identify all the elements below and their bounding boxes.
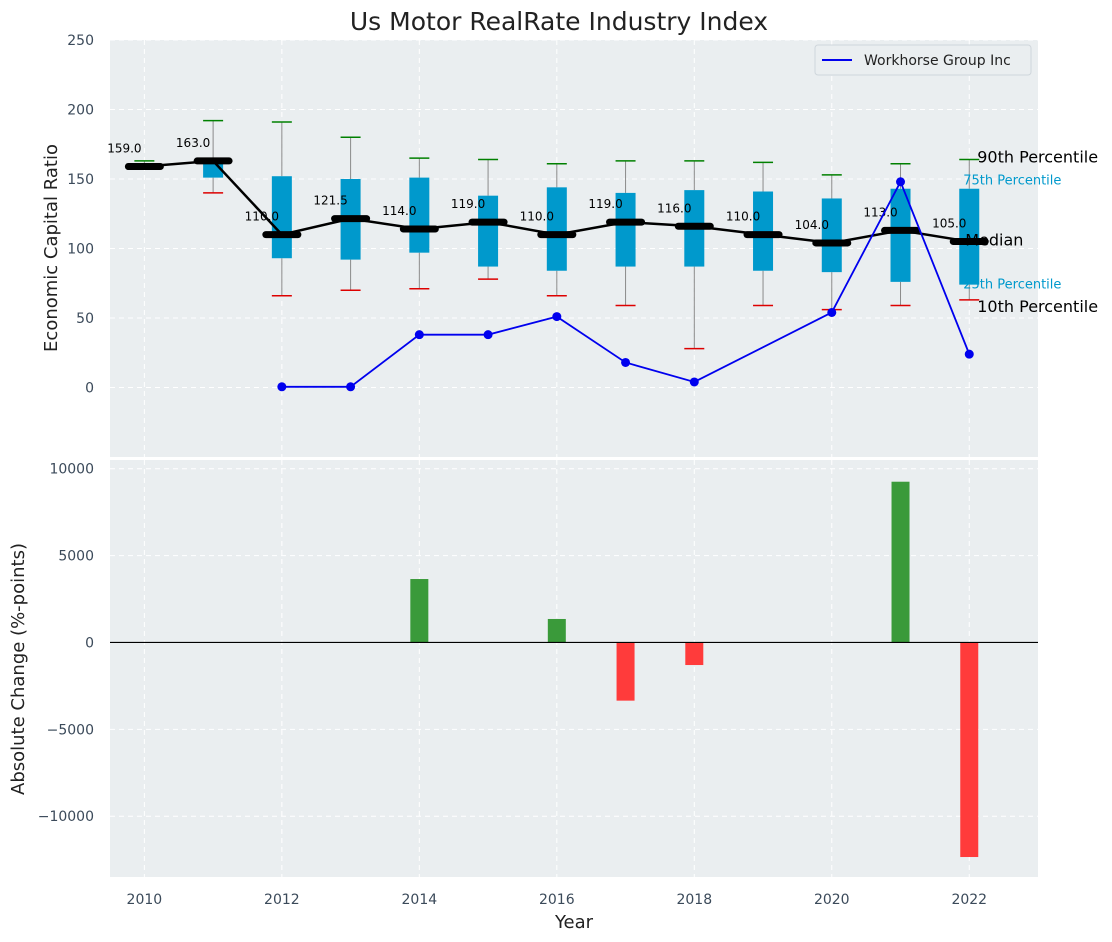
change-bar	[616, 642, 635, 701]
change-bar	[547, 618, 566, 643]
top-y-tick-label: 250	[67, 33, 94, 49]
company-point	[483, 330, 493, 340]
company-point	[896, 177, 906, 187]
company-point	[621, 357, 631, 367]
iqr-box	[409, 177, 430, 253]
legend: Workhorse Group Inc	[814, 44, 1032, 76]
company-point	[827, 307, 837, 317]
x-tick-label: 2022	[951, 892, 987, 908]
bottom-y-tick-label: 10000	[49, 462, 94, 478]
x-tick-label: 2018	[676, 892, 712, 908]
median-value-label: 104.0	[795, 218, 829, 232]
bottom-plot-background	[110, 460, 1038, 877]
bottom-y-tick-label: 0	[85, 635, 94, 651]
top-y-tick-label: 0	[85, 381, 94, 397]
iqr-box	[959, 188, 980, 285]
bottom-y-tick-label: 5000	[58, 549, 94, 565]
median-value-label: 110.0	[520, 210, 554, 224]
iqr-box	[615, 192, 636, 267]
median-pct-label: Median	[965, 231, 1023, 250]
company-point	[689, 377, 699, 387]
company-point	[552, 312, 562, 322]
x-tick-label: 2014	[402, 892, 438, 908]
median-value-label: 119.0	[588, 197, 622, 211]
legend-box	[814, 44, 1032, 76]
median-value-label: 116.0	[657, 201, 691, 215]
change-bar	[410, 579, 429, 643]
axes: 0 50 100 150 200 250 −10000 −5000 0 5000 10000 2010…	[38, 33, 987, 908]
x-axis-label: Year	[554, 912, 594, 933]
median-value-label: 113.0	[863, 205, 897, 219]
change-bar	[685, 642, 704, 666]
top-y-tick-label: 200	[67, 103, 94, 119]
bottom-plot	[110, 481, 1038, 858]
bottom-y-tick-label: −5000	[47, 722, 94, 738]
company-point	[964, 349, 974, 359]
x-tick-label: 2012	[264, 892, 300, 908]
median-value-label: 159.0	[107, 141, 141, 155]
bottom-y-tick-label: −10000	[38, 809, 94, 825]
top-plot: 159.0 163.0 110.0 121.5 114.0 119.0 110.0 119.0…	[107, 119, 1098, 392]
q1-label: 25th Percentile	[963, 278, 1061, 293]
x-tick-label: 2016	[539, 892, 575, 908]
iqr-box	[821, 198, 842, 273]
legend-entry: Workhorse Group Inc	[864, 53, 1011, 69]
company-line	[281, 179, 971, 388]
top-y-tick-label: 50	[76, 311, 94, 327]
company-point	[414, 330, 424, 340]
change-bar	[960, 642, 979, 858]
top-y-tick-label: 150	[67, 172, 94, 188]
iqr-box	[546, 187, 567, 271]
x-tick-label: 2020	[814, 892, 850, 908]
chart-title: Us Motor RealRate Industry Index	[350, 7, 768, 36]
median-value-label: 163.0	[176, 136, 210, 150]
box-2022	[949, 158, 989, 301]
top-y-tick-label: 100	[67, 242, 94, 258]
median-value-label: 110.0	[245, 210, 279, 224]
q3-label: 75th Percentile	[963, 174, 1061, 189]
p10-label: 10th Percentile	[977, 297, 1098, 316]
median-value-label: 114.0	[382, 204, 416, 218]
bottom-y-axis-label: Absolute Change (%-points)	[8, 543, 29, 795]
iqr-box	[890, 188, 911, 282]
top-y-axis-label: Economic Capital Ratio	[41, 144, 62, 352]
box-2012	[262, 121, 302, 297]
median-line	[144, 159, 970, 245]
company-point	[346, 382, 356, 392]
box-2020	[812, 174, 852, 311]
p90-label: 90th Percentile	[977, 148, 1098, 167]
x-tick-label: 2010	[127, 892, 163, 908]
median-value-label: 110.0	[726, 210, 760, 224]
median-value-label: 121.5	[313, 194, 347, 208]
median-value-label: 119.0	[451, 197, 485, 211]
iqr-box	[478, 195, 499, 267]
company-point	[277, 382, 287, 392]
change-bar	[891, 481, 910, 643]
median-value-label: 105.0	[932, 217, 966, 231]
